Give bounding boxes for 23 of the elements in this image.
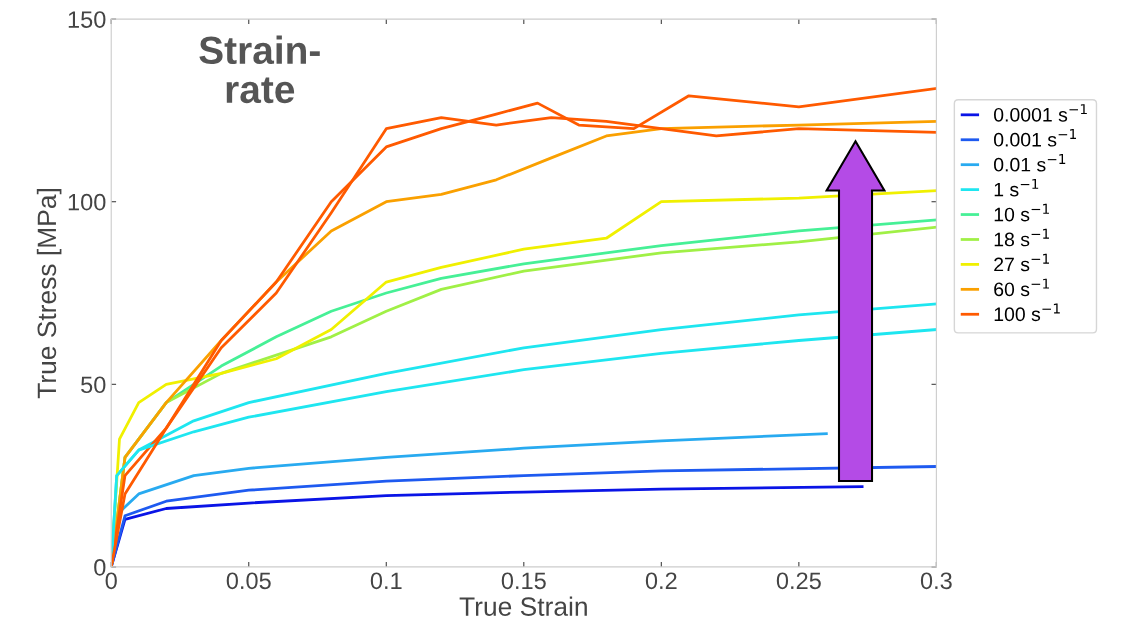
x-tick-label: 0.3 <box>920 572 952 590</box>
legend-label: 18 s$^{−1}$ <box>994 228 1049 247</box>
x-tick-label: 0.25 <box>776 572 821 590</box>
legend-label: 10 s$^{−1}$ <box>994 203 1049 222</box>
x-axis-title: True Strain <box>459 596 587 616</box>
legend-label: 100 s$^{−1}$ <box>994 303 1060 322</box>
y-tick-label: 0 <box>94 559 106 576</box>
y-tick-label: 150 <box>68 11 106 28</box>
x-tick-label: 0.15 <box>501 572 546 590</box>
y-tick-label: 100 <box>68 193 106 211</box>
legend-label: 60 s$^{−1}$ <box>994 278 1049 297</box>
y-axis-title: True Stress [MPa] <box>36 189 62 399</box>
x-tick-label: 0.05 <box>226 572 271 590</box>
annotation: Strain- rate <box>199 35 320 104</box>
x-tick-label: 0.1 <box>370 572 402 590</box>
legend-label: 1 s$^{−1}$ <box>994 178 1039 197</box>
legend-label: 0.01 s$^{−1}$ <box>994 153 1066 172</box>
legend-label: 27 s$^{−1}$ <box>994 253 1049 272</box>
legend-label: 0.0001 s$^{−1}$ <box>994 104 1087 122</box>
legend-label: 0.001 s$^{−1}$ <box>994 129 1077 147</box>
x-tick-label: 0.2 <box>645 572 677 590</box>
x-tick-label: 0 <box>105 572 117 590</box>
y-tick-label: 50 <box>81 376 106 394</box>
